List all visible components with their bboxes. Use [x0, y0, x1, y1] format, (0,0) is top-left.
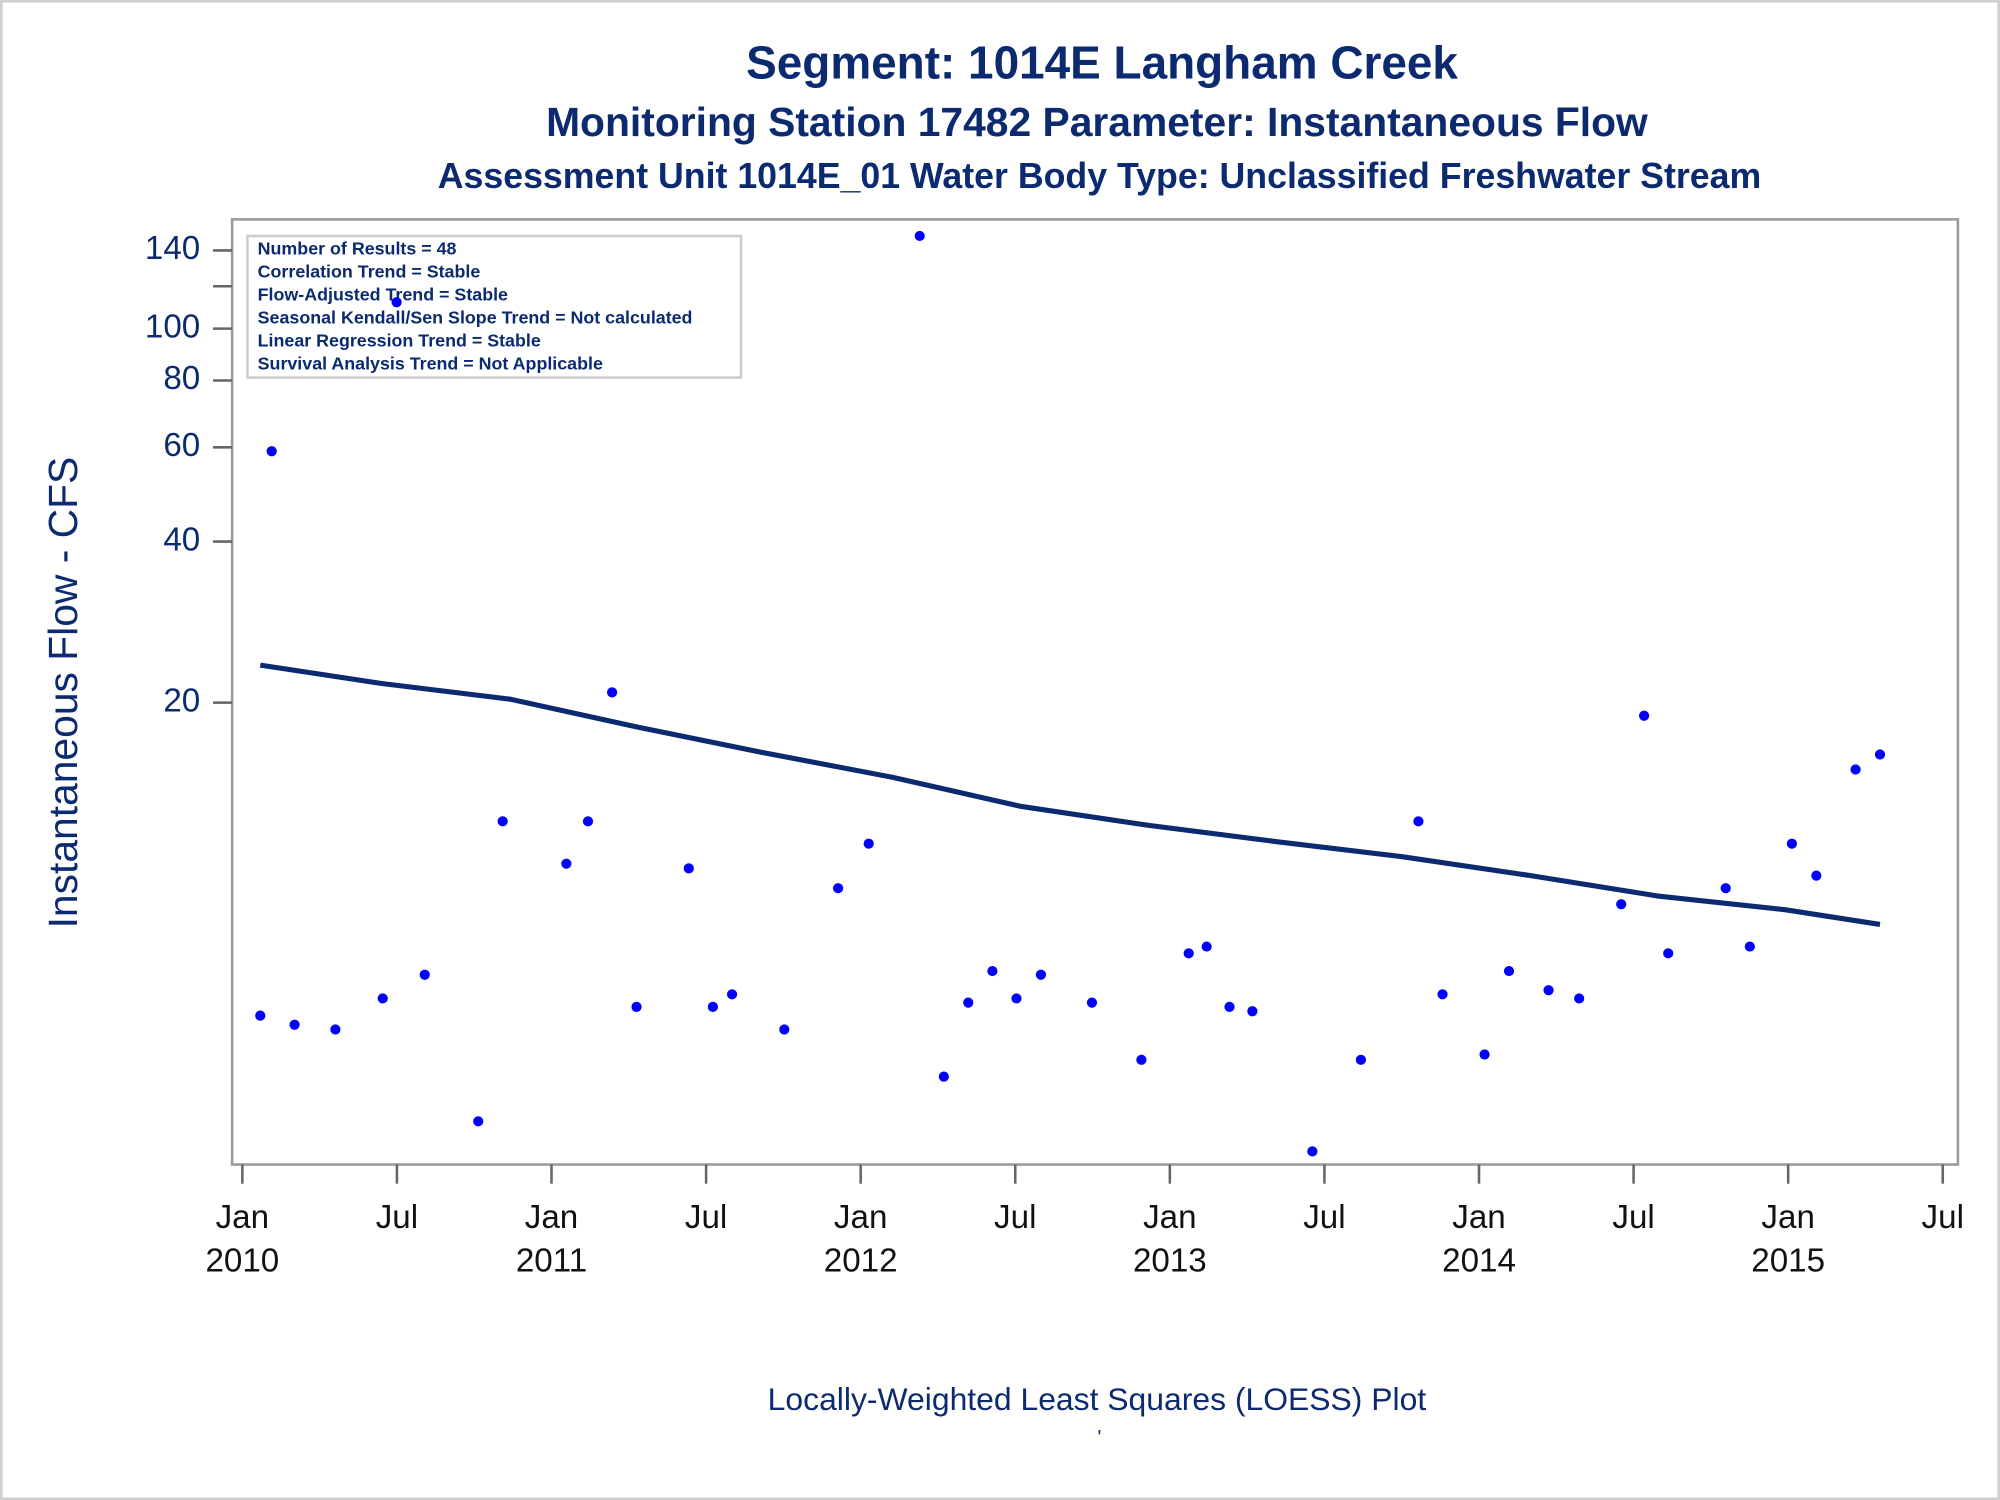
inset-box: [246, 234, 743, 379]
data-point: [582, 816, 594, 827]
data-point: [987, 965, 998, 977]
data-point: [1616, 899, 1627, 910]
data-point: [914, 230, 925, 242]
data-point: [1479, 1049, 1490, 1060]
data-point: [289, 1019, 300, 1030]
data-point: [1201, 941, 1212, 952]
data-point: [1035, 969, 1047, 980]
data-point: [1663, 948, 1674, 959]
data-point: [963, 997, 974, 1008]
data-point: [1503, 965, 1515, 977]
data-point: [391, 297, 402, 308]
data-point: [1307, 1146, 1318, 1157]
data-point: [863, 838, 874, 849]
x-tick-year-label: 2011: [516, 1243, 587, 1280]
data-point: [833, 883, 844, 894]
y-tick-label: 80: [163, 360, 200, 397]
x-tick-label: Jul: [1922, 1199, 1964, 1236]
x-tick-year-label: 2015: [1751, 1243, 1825, 1280]
data-point: [561, 858, 572, 869]
data-point: [1224, 1001, 1235, 1012]
data-point: [1437, 989, 1448, 1000]
chart-title: Segment: 1014E Langham Creek: [746, 36, 1458, 88]
y-tick-label: 140: [145, 230, 200, 267]
x-tick-label: Jan: [1452, 1199, 1505, 1236]
data-point: [1086, 997, 1098, 1008]
data-point: [1720, 883, 1731, 894]
x-tick-label: Jul: [376, 1199, 418, 1236]
data-point: [330, 1024, 341, 1035]
x-tick-label: Jul: [1303, 1199, 1345, 1236]
data-point: [1744, 941, 1755, 952]
data-point: [1011, 993, 1022, 1004]
data-point: [607, 687, 618, 698]
data-point: [683, 863, 694, 874]
x-tick-label: Jan: [525, 1199, 578, 1236]
data-point: [1247, 1006, 1258, 1017]
data-point: [1574, 993, 1585, 1004]
data-point: [1639, 710, 1650, 721]
data-point: [1136, 1054, 1147, 1065]
inset-text: Number of Results = 48: [258, 239, 457, 259]
x-tick-year-label: 2013: [1133, 1243, 1207, 1280]
x-tick-label: Jan: [1761, 1199, 1814, 1236]
data-point: [255, 1010, 266, 1021]
x-tick-label: Jul: [994, 1199, 1036, 1236]
y-tick-label: 40: [163, 521, 200, 558]
y-tick-label: 100: [145, 308, 200, 345]
data-point: [726, 989, 738, 1000]
loess-line: [259, 662, 1881, 927]
x-tick-year-label: 2014: [1442, 1243, 1516, 1280]
x-tick-label: Jan: [216, 1199, 269, 1236]
x-tick-year-label: 2012: [824, 1243, 898, 1280]
data-point: [497, 816, 508, 827]
x-tick-label: Jul: [685, 1199, 727, 1236]
y-tick-label: 60: [163, 427, 200, 464]
footnote: Locally-Weighted Least Squares (LOESS) P…: [768, 1381, 1427, 1417]
inset-text: Flow-Adjusted Trend = Stable: [258, 285, 508, 305]
x-tick-label: Jan: [834, 1199, 887, 1236]
data-point: [266, 446, 277, 457]
data-point: [1811, 870, 1822, 881]
inset-text: Correlation Trend = Stable: [258, 262, 481, 282]
data-point: [1786, 838, 1797, 849]
inset-text: Survival Analysis Trend = Not Applicable: [258, 354, 603, 374]
data-point: [707, 1001, 718, 1012]
x-tick-year-label: 2010: [205, 1243, 279, 1280]
plot-frame: [230, 218, 1960, 1166]
data-point: [1413, 816, 1424, 827]
data-point: [1355, 1054, 1367, 1065]
data-point: [473, 1116, 484, 1127]
chart-subtitle: Monitoring Station 17482 Parameter: Inst…: [546, 99, 1648, 145]
footnote-mark: ': [1098, 1427, 1102, 1449]
y-axis-label: Instantaneous Flow - CFS: [40, 457, 86, 929]
inset-text: Linear Regression Trend = Stable: [258, 331, 541, 351]
data-point: [631, 1001, 642, 1012]
data-point: [1183, 948, 1194, 959]
data-point: [1874, 749, 1886, 760]
data-point: [779, 1024, 790, 1035]
inset-text: Seasonal Kendall/Sen Slope Trend = Not c…: [258, 308, 693, 328]
x-tick-label: Jul: [1612, 1199, 1654, 1236]
data-point: [1543, 985, 1554, 996]
data-point: [938, 1071, 949, 1082]
data-point: [419, 969, 430, 980]
data-point: [1850, 764, 1861, 775]
data-point: [377, 993, 388, 1004]
x-tick-label: Jan: [1143, 1199, 1196, 1236]
chart-subtitle: Assessment Unit 1014E_01 Water Body Type…: [438, 156, 1762, 196]
y-tick-label: 20: [163, 682, 200, 719]
